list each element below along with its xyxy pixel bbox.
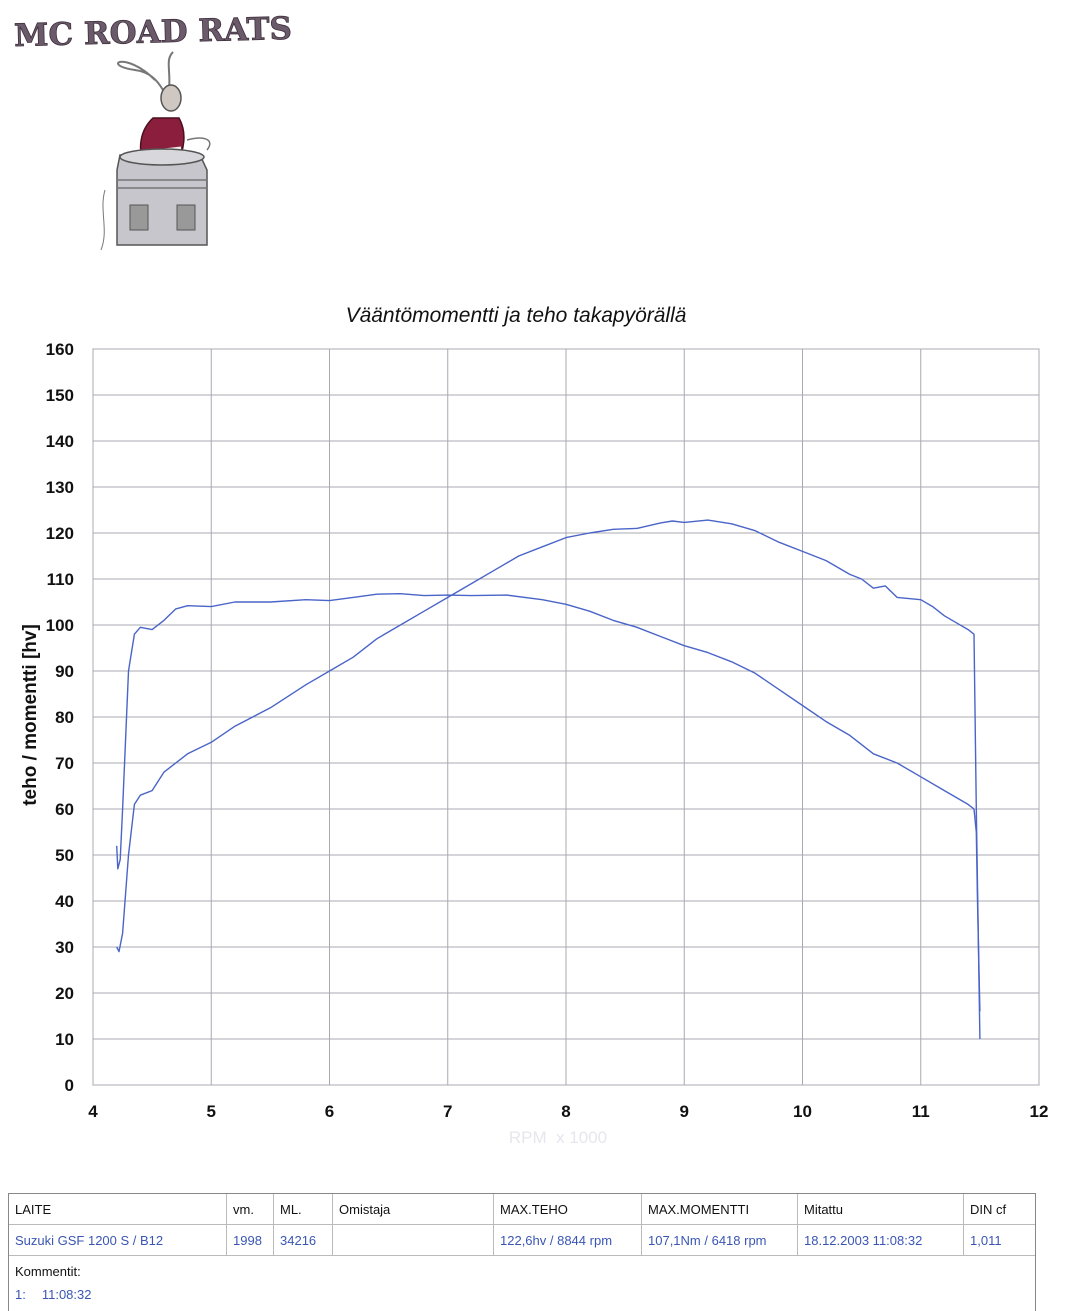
y-tick-label: 110 — [47, 570, 74, 589]
header-max-momentti: MAX.MOMENTTI — [641, 1194, 798, 1225]
value-max-momentti: 107,1Nm / 6418 rpm — [641, 1224, 798, 1256]
chart-title: Vääntömomentti ja teho takapyörällä — [346, 304, 687, 327]
x-tick-label: 5 — [207, 1102, 216, 1121]
header-laite: LAITE — [9, 1194, 227, 1225]
value-laite: Suzuki GSF 1200 S / B12 — [9, 1224, 227, 1256]
series-layer — [116, 519, 981, 1040]
x-axis-ticks: 4 5 6 7 8 9 10 11 12 — [88, 1102, 1048, 1121]
y-axis-ticks: 0 10 20 30 40 50 60 70 80 90 100 110 120 130 140 150 160 — [46, 340, 74, 1095]
value-vm: 1998 — [226, 1224, 274, 1256]
header-ml: ML. — [273, 1194, 333, 1225]
header-max-teho: MAX.TEHO — [493, 1194, 642, 1225]
x-axis-label: RPM x 1000 — [509, 1128, 607, 1147]
header-din-cf: DIN cf — [963, 1194, 1035, 1225]
y-tick-label: 40 — [55, 892, 74, 911]
logo-text: MC ROAD RATS — [13, 10, 293, 54]
logo-label: MC ROAD RATS — [14, 11, 293, 54]
comment-index: 1: — [15, 1287, 26, 1302]
rat-mascot-illustration — [100, 51, 211, 251]
y-tick-label: 50 — [55, 846, 74, 865]
x-tick-label: 9 — [680, 1102, 689, 1121]
value-mitattu: 18.12.2003 11:08:32 — [797, 1224, 964, 1256]
y-tick-label: 30 — [55, 938, 74, 957]
header-vm: vm. — [226, 1194, 274, 1225]
comment-line: 1: 11:08:32 — [15, 1287, 1029, 1302]
y-tick-label: 100 — [46, 616, 74, 635]
plot-area — [92, 348, 1040, 1086]
series-line-2 — [116, 593, 981, 1012]
y-tick-label: 10 — [55, 1030, 74, 1049]
x-tick-label: 12 — [1030, 1102, 1049, 1121]
x-tick-label: 11 — [912, 1102, 930, 1121]
measurement-info-panel: LAITE vm. ML. Omistaja MAX.TEHO MAX.MOME… — [8, 1193, 1036, 1311]
y-tick-label: 120 — [46, 524, 74, 543]
y-tick-label: 20 — [55, 984, 74, 1003]
value-ml: 34216 — [273, 1224, 333, 1256]
dyno-chart: Vääntömomentti ja teho takapyörällä 0 10 2… — [20, 304, 1048, 1147]
y-tick-label: 80 — [55, 708, 74, 727]
y-tick-label: 70 — [55, 754, 74, 773]
value-max-teho: 122,6hv / 8844 rpm — [493, 1224, 642, 1256]
value-omistaja — [332, 1224, 494, 1256]
header-omistaja: Omistaja — [332, 1194, 494, 1225]
y-tick-label: 140 — [46, 432, 74, 451]
comment-section: Kommentit: 1: 11:08:32 — [9, 1256, 1035, 1302]
x-tick-label: 7 — [443, 1102, 452, 1121]
y-tick-label: 130 — [46, 478, 74, 497]
y-tick-label: 90 — [55, 662, 74, 681]
series-line-1 — [116, 519, 981, 1040]
y-tick-label: 0 — [65, 1076, 74, 1095]
y-axis-label: teho / momentti [hv] — [20, 624, 41, 806]
measurement-table: LAITE vm. ML. Omistaja MAX.TEHO MAX.MOME… — [9, 1194, 1035, 1256]
x-tick-label: 4 — [88, 1102, 98, 1121]
y-tick-label: 160 — [46, 340, 74, 359]
x-tick-label: 6 — [325, 1102, 334, 1121]
value-din-cf: 1,011 — [963, 1224, 1035, 1256]
header-mitattu: Mitattu — [797, 1194, 964, 1225]
y-tick-label: 150 — [46, 386, 74, 405]
y-tick-label: 60 — [55, 800, 74, 819]
x-tick-label: 10 — [793, 1102, 812, 1121]
comment-label: Kommentit: — [15, 1264, 81, 1279]
x-tick-label: 8 — [561, 1102, 570, 1121]
comment-time: 11:08:32 — [41, 1287, 92, 1302]
